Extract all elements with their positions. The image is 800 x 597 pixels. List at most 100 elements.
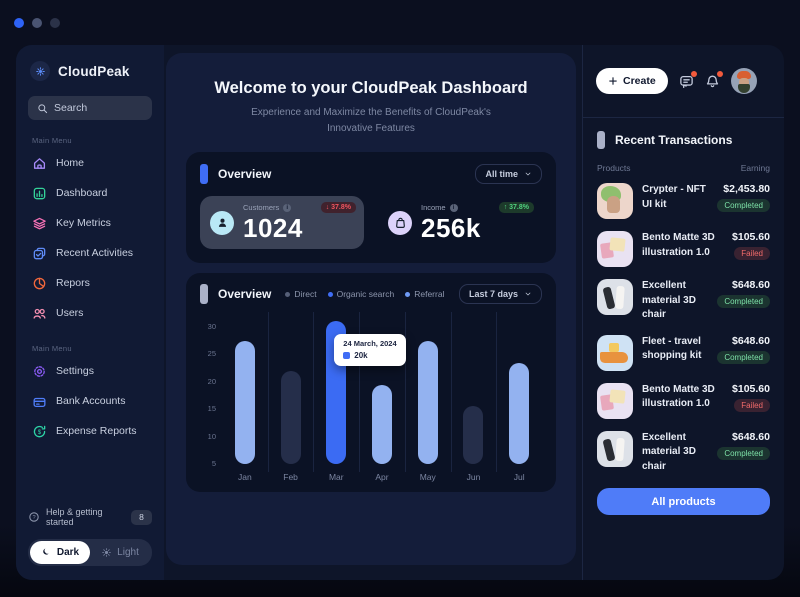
- income-stat-tile[interactable]: Income i 256k ↑ 37.8%: [378, 196, 542, 249]
- y-tick-label: 30: [207, 321, 216, 331]
- sidebar-item-label: Users: [56, 307, 84, 319]
- page-subtitle: Experience and Maximize the Benefits of …: [251, 107, 491, 134]
- sidebar-item-repors[interactable]: Repors: [28, 268, 152, 298]
- window-controls[interactable]: [14, 18, 60, 28]
- sidebar-item-home[interactable]: Home: [28, 148, 152, 178]
- transaction-row[interactable]: Bento Matte 3D illustration 1.0 $105.60 Fa…: [597, 382, 770, 419]
- customers-value: 1024: [243, 213, 303, 243]
- gridline: [359, 312, 361, 472]
- product-thumbnail-boxes: [597, 231, 633, 267]
- home-icon: [32, 156, 47, 171]
- transactions-header: Recent Transactions: [597, 131, 770, 149]
- bell-icon: [705, 74, 720, 89]
- product-name: Excellent material 3D chair: [642, 280, 696, 320]
- window-dot[interactable]: [50, 18, 60, 28]
- income-icon: [388, 210, 412, 235]
- status-badge: Completed: [717, 446, 770, 460]
- stats-range-label: All time: [485, 169, 518, 179]
- legend-item-organic-search[interactable]: Organic search: [327, 289, 394, 299]
- customers-stat-tile[interactable]: Customers i 1024 ↓ 37.8%: [200, 196, 364, 249]
- status-badge: Completed: [717, 295, 770, 308]
- bar-jul[interactable]: [509, 362, 530, 464]
- sidebar-item-users[interactable]: Users: [28, 298, 152, 328]
- bar-jun[interactable]: [463, 406, 484, 464]
- product-price: $105.60: [732, 231, 770, 243]
- theme-toggle[interactable]: Dark Light: [28, 539, 152, 566]
- theme-light-label: Light: [117, 547, 139, 558]
- status-badge: Completed: [717, 350, 770, 364]
- dashboard-icon: [32, 186, 47, 201]
- column-earning: Earning: [740, 163, 770, 173]
- transaction-row[interactable]: Excellent material 3D chair $648.60 Comple…: [597, 430, 770, 475]
- sidebar-item-bank-accounts[interactable]: Bank Accounts: [28, 386, 152, 416]
- notifications-button[interactable]: [705, 70, 723, 89]
- help-label: Help & getting started: [46, 507, 103, 527]
- transactions-column-headers: Products Earning: [597, 163, 770, 173]
- right-panel: Create Recent Transactions Products Earn…: [582, 45, 784, 580]
- stats-range-dropdown[interactable]: All time: [475, 164, 542, 184]
- legend-item-referral[interactable]: Referral: [405, 289, 444, 299]
- create-button[interactable]: Create: [596, 68, 668, 94]
- transaction-row[interactable]: Excellent material 3D chair $648.60 Comple…: [597, 279, 770, 323]
- income-delta-value: 37.8%: [509, 204, 529, 211]
- transaction-row[interactable]: Crypter - NFT UI kit $2,453.80 Completed: [597, 183, 770, 219]
- stats-overview-card: Overview All time Customers i: [186, 152, 556, 263]
- bar-jan[interactable]: [234, 340, 255, 464]
- theme-dark-option[interactable]: Dark: [30, 541, 90, 564]
- product-price: $2,453.80: [723, 183, 770, 195]
- search-input[interactable]: Search: [28, 96, 152, 120]
- sidebar-item-key-metrics[interactable]: Key Metrics: [28, 208, 152, 238]
- help-link[interactable]: ? Help & getting started 8: [28, 507, 152, 527]
- y-tick-label: 5: [211, 459, 216, 468]
- y-tick-label: 25: [207, 349, 216, 359]
- bank-accounts-icon: [32, 394, 47, 409]
- stats-accent-bar: [200, 164, 208, 184]
- sidebar-item-settings[interactable]: Settings: [28, 356, 152, 386]
- svg-text:$: $: [38, 428, 42, 435]
- x-tick-label: Apr: [375, 472, 389, 482]
- legend-item-direct[interactable]: Direct: [285, 289, 317, 299]
- search-icon: [37, 103, 48, 114]
- customers-label: Customers: [243, 203, 280, 213]
- sidebar-item-recent-activities[interactable]: Recent Activities: [28, 238, 152, 268]
- chart-accent-bar: [200, 284, 208, 304]
- product-price: $105.60: [732, 382, 770, 395]
- help-badge: 8: [131, 509, 152, 525]
- bar-may[interactable]: [417, 340, 438, 464]
- product-name: Bento Matte 3D illustration 1.0: [642, 383, 715, 410]
- transaction-row[interactable]: Fleet - travel shopping kit $648.60 Comple…: [597, 334, 770, 371]
- window-dot[interactable]: [14, 18, 24, 28]
- info-icon[interactable]: i: [449, 204, 458, 212]
- sidebar: CloudPeak Search Main Menu Home Dashboard K…: [16, 45, 164, 580]
- chart-y-axis: 5 10 15 20 25 30: [200, 316, 222, 468]
- product-thumbnail-boxes: [597, 382, 633, 419]
- bar-chart: 5 10 15 20 25 30 24 March, 2024 20k: [200, 312, 542, 472]
- all-products-button[interactable]: All products: [597, 488, 770, 515]
- expense-reports-icon: $: [32, 424, 47, 439]
- product-name: Bento Matte 3D illustration 1.0: [642, 232, 715, 258]
- bar-feb[interactable]: [280, 370, 301, 464]
- theme-light-option[interactable]: Light: [90, 541, 150, 564]
- product-price: $648.60: [732, 334, 770, 347]
- legend-dot: [285, 291, 291, 297]
- customers-delta-value: 37.8%: [331, 204, 351, 211]
- notification-dot: [716, 70, 723, 77]
- chart-range-dropdown[interactable]: Last 7 days: [458, 284, 542, 304]
- sidebar-item-dashboard[interactable]: Dashboard: [28, 178, 152, 208]
- transaction-row[interactable]: Bento Matte 3D illustration 1.0 $105.60 Fa…: [597, 231, 770, 267]
- brand: CloudPeak: [28, 61, 152, 81]
- gridline: [404, 312, 406, 472]
- messages-button[interactable]: [679, 70, 697, 89]
- key-metrics-icon: [32, 216, 47, 231]
- window-dot[interactable]: [32, 18, 42, 28]
- topbar: Create: [583, 45, 784, 118]
- gridline: [450, 312, 452, 472]
- customers-delta-badge: ↓ 37.8%: [320, 202, 356, 213]
- sidebar-item-expense-reports[interactable]: $ Expense Reports: [28, 416, 152, 446]
- status-badge: Failed: [734, 247, 770, 260]
- bar-apr[interactable]: [372, 384, 392, 464]
- info-icon[interactable]: i: [283, 204, 292, 212]
- search-placeholder: Search: [54, 102, 88, 114]
- chevron-down-icon: [524, 290, 532, 298]
- user-avatar[interactable]: [730, 68, 757, 94]
